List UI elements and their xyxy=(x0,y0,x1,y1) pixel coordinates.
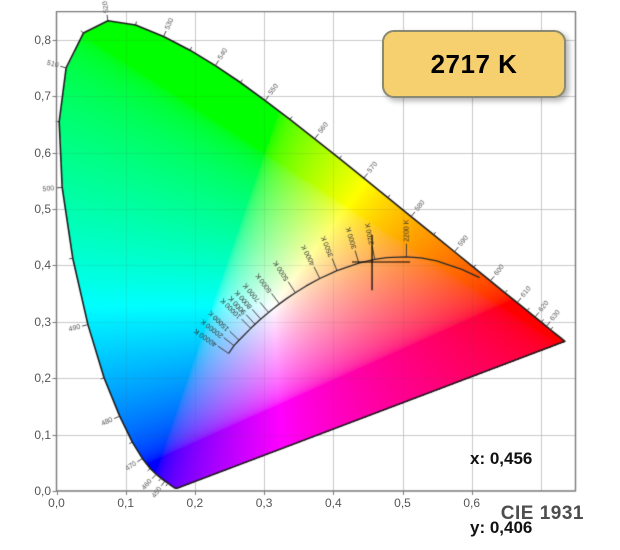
x-axis-tick-label: 0,2 xyxy=(186,496,204,510)
x-axis-tick-label: 0,4 xyxy=(324,496,342,510)
y-axis-tick-label: 0,0 xyxy=(34,484,51,498)
cct-badge: 2717 K xyxy=(382,30,566,98)
y-axis-tick-label: 0,8 xyxy=(34,32,51,47)
y-axis-tick-label: 0,2 xyxy=(34,371,51,386)
diagram-title: CIE 1931 xyxy=(500,503,584,524)
y-axis-tick-label: 0,1 xyxy=(34,427,51,442)
readout-y-value: y: 0,406 xyxy=(470,518,533,537)
x-axis-tick-label: 0,6 xyxy=(463,496,481,510)
y-axis-tick-label: 0,5 xyxy=(34,202,51,216)
x-axis-tick-label: 0,5 xyxy=(394,496,411,510)
x-axis-tick-label: 0,1 xyxy=(117,496,135,510)
y-axis-tick-label: 0,7 xyxy=(34,89,51,104)
y-axis-tick-label: 0,4 xyxy=(34,258,51,273)
readout-x-value: x: 0,456 xyxy=(470,449,533,468)
x-axis-tick-label: 0,0 xyxy=(48,496,65,510)
y-axis-tick-label: 0,6 xyxy=(34,145,51,160)
y-axis-tick-label: 0,3 xyxy=(34,314,51,329)
xy-readout: x: 0,456 y: 0,406 xyxy=(470,401,532,550)
x-axis-tick-label: 0,3 xyxy=(255,496,273,510)
cct-badge-label: 2717 K xyxy=(430,48,518,79)
